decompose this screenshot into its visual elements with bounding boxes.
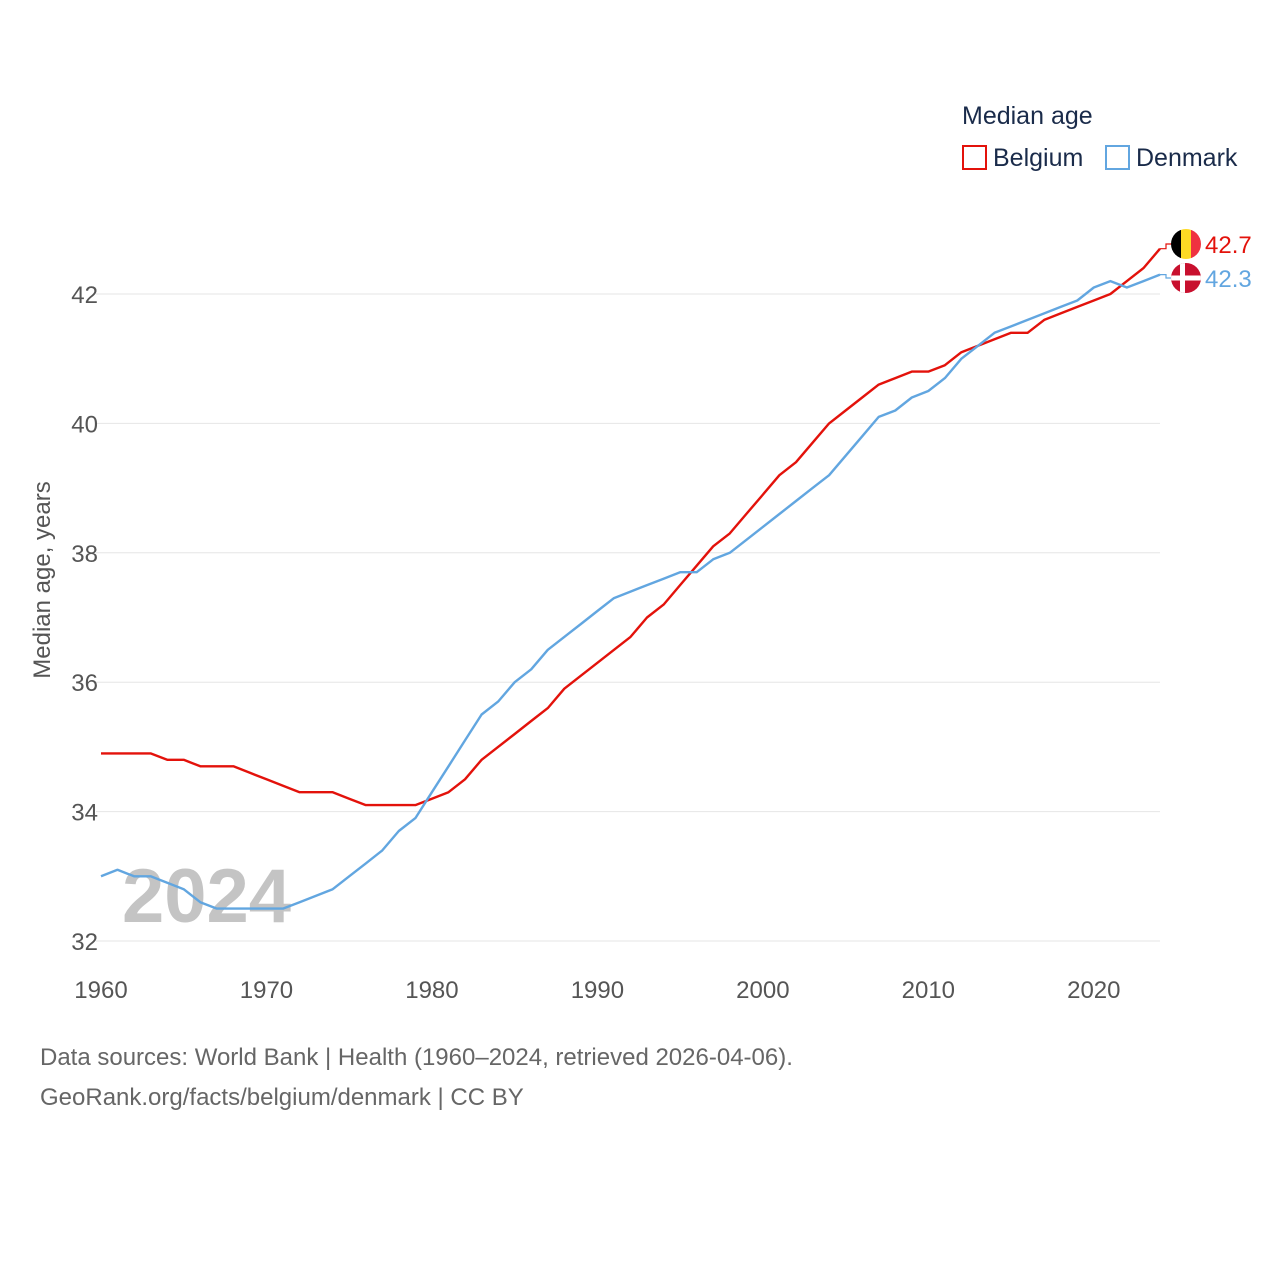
y-tick-label: 32 bbox=[71, 929, 98, 956]
legend: Median age Belgium Denmark bbox=[962, 102, 1238, 172]
x-tick-label: 2000 bbox=[736, 977, 789, 1004]
end-value-label: 42.7 bbox=[1205, 232, 1252, 259]
legend-label: Denmark bbox=[1136, 144, 1238, 172]
end-connector bbox=[1160, 243, 1172, 250]
legend-label: Belgium bbox=[993, 144, 1083, 172]
x-tick-label: 1960 bbox=[74, 977, 127, 1004]
end-value-label: 42.3 bbox=[1205, 266, 1252, 293]
legend-item-belgium[interactable]: Belgium bbox=[962, 144, 1083, 172]
y-axis-label: Median age, years bbox=[29, 481, 56, 678]
y-axis-ticks: 32 34 36 38 40 42 bbox=[71, 282, 98, 956]
series-end-labels: 42.7 42.3 bbox=[1160, 229, 1252, 293]
denmark-flag-icon bbox=[1171, 263, 1201, 293]
y-tick-label: 34 bbox=[71, 800, 98, 827]
legend-swatch bbox=[962, 145, 987, 170]
belgium-flag-icon bbox=[1171, 229, 1201, 259]
line-chart: 32 34 36 38 40 42 1960 1970 1980 1990 2000 2010 202… bbox=[29, 102, 1252, 1004]
legend-title: Median age bbox=[962, 102, 1093, 130]
data-sources-note: Data sources: World Bank | Health (1960–… bbox=[40, 1044, 793, 1071]
end-connector bbox=[1160, 273, 1172, 279]
y-tick-label: 42 bbox=[71, 282, 98, 309]
legend-swatch bbox=[1105, 145, 1130, 170]
series-lines bbox=[100, 247, 1161, 910]
x-tick-label: 2020 bbox=[1067, 977, 1120, 1004]
y-tick-label: 36 bbox=[71, 670, 98, 697]
x-tick-label: 1970 bbox=[240, 977, 293, 1004]
year-watermark: 2024 bbox=[122, 854, 291, 939]
x-axis-ticks: 1960 1970 1980 1990 2000 2010 2020 bbox=[74, 977, 1120, 1004]
x-tick-label: 1980 bbox=[405, 977, 458, 1004]
series-line-belgium bbox=[101, 247, 1161, 807]
gridlines bbox=[96, 293, 1160, 942]
x-tick-label: 2010 bbox=[902, 977, 955, 1004]
legend-item-denmark[interactable]: Denmark bbox=[1105, 144, 1238, 172]
legend-items: Belgium Denmark bbox=[962, 144, 1238, 172]
x-tick-label: 1990 bbox=[571, 977, 624, 1004]
credit-link[interactable]: GeoRank.org/facts/belgium/denmark | CC B… bbox=[40, 1084, 524, 1111]
series-line-denmark bbox=[100, 273, 1161, 910]
y-tick-label: 38 bbox=[71, 541, 98, 568]
y-tick-label: 40 bbox=[71, 411, 98, 438]
